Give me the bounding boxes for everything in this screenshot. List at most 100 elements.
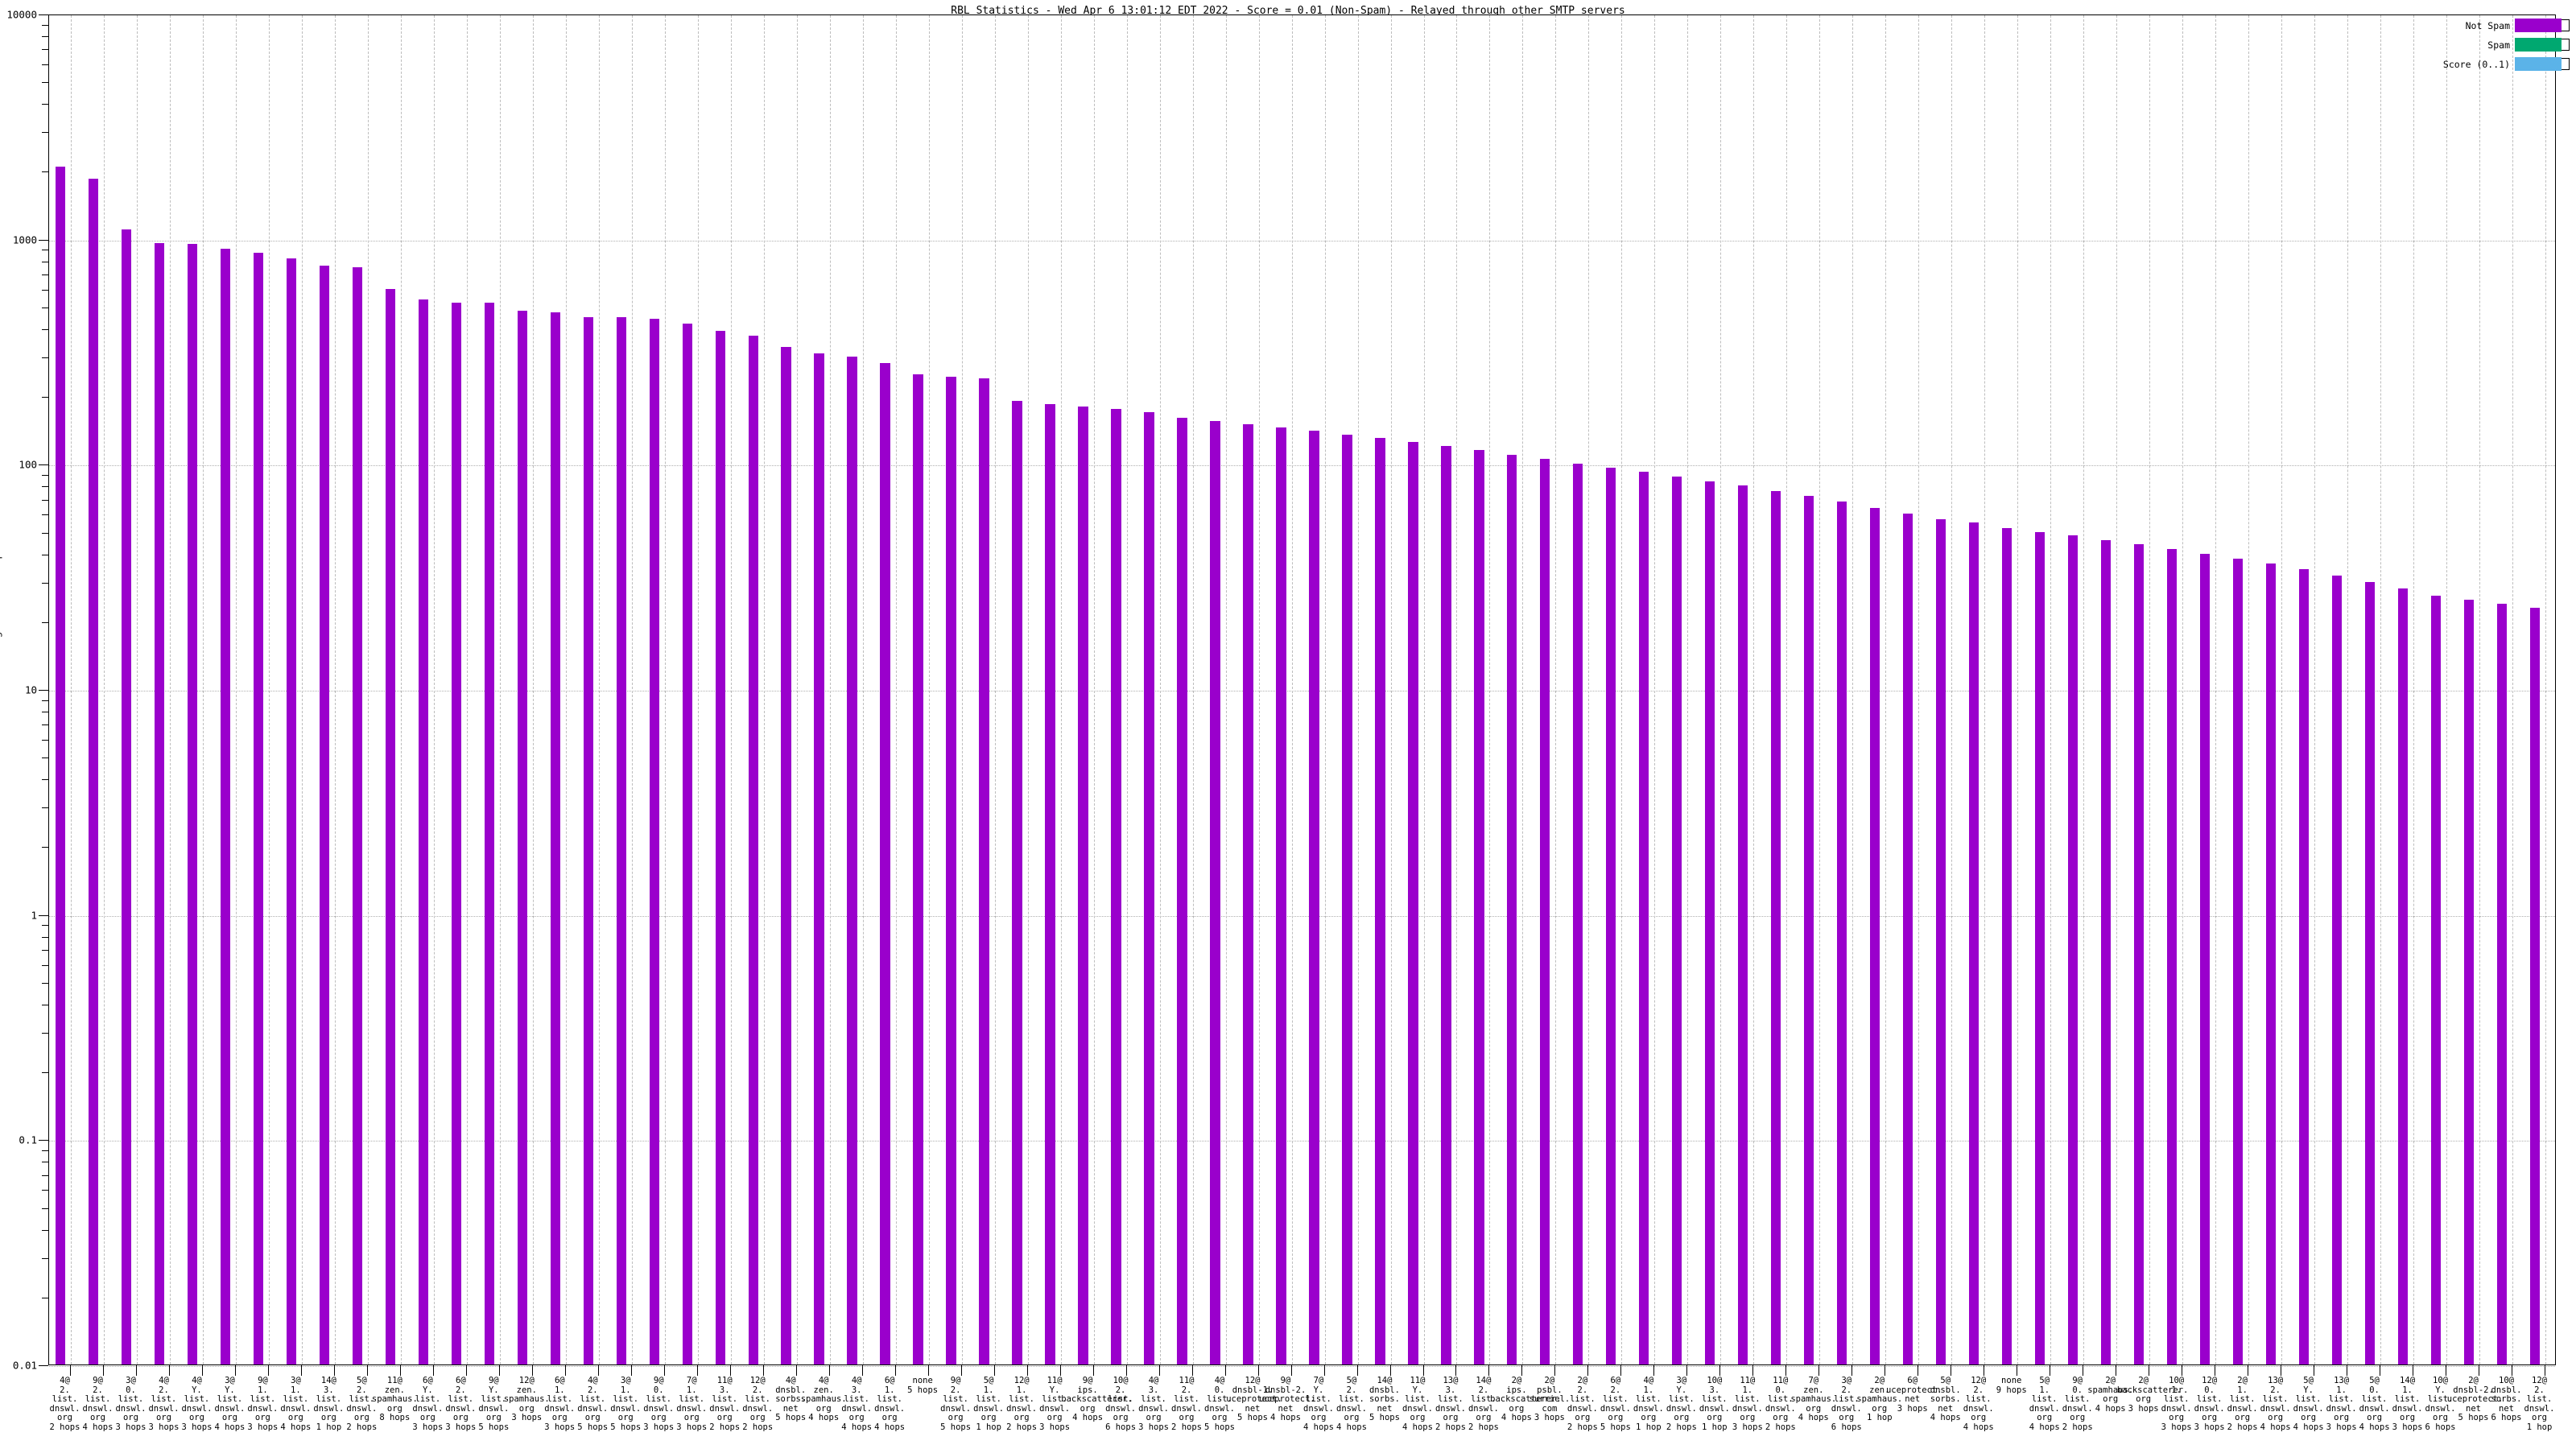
gridline-vertical [202,15,204,1364]
bar [55,166,66,1364]
x-axis-tick [1554,1365,1556,1376]
gridline-vertical [1522,15,1524,1364]
bar [682,324,692,1364]
y-axis-minor-tick [42,132,48,134]
bar [1177,418,1187,1364]
y-axis-title: Message Count or Spam Score [0,504,2,668]
gridline [49,1366,2555,1367]
x-axis-tick [1092,1365,1094,1376]
bar [1837,502,1847,1364]
x-axis-tick-label: 9@ Y. list. dnswl. org 5 hops [478,1376,510,1432]
x-axis-tick [465,1365,467,1376]
x-axis-tick [234,1365,236,1376]
x-axis-tick-label: 10@ Y. list. dnswl. org 6 hops [2425,1376,2456,1432]
gridline-vertical [796,15,798,1364]
gridline-vertical [499,15,501,1364]
x-axis-tick [136,1365,138,1376]
y-axis-tick-label: 10 [24,683,37,696]
x-axis-tick-label: 10@ dnsbl. sorbs. net 6 hops [2491,1376,2522,1423]
y-axis-minor-tick [42,779,48,781]
bar [451,303,461,1364]
y-axis-tick [39,14,48,15]
x-axis-tick-label: 2@ spamhaus. org 4 hops [2087,1376,2134,1414]
bar [2397,588,2409,1364]
bar [2265,564,2277,1364]
x-axis-tick-label: 11@ 0. list. dnswl. org 2 hops [1765,1376,1796,1432]
y-axis-minor-tick [42,1174,48,1176]
gridline-vertical [334,15,336,1364]
gridline-vertical [1456,15,1458,1364]
bar [517,310,527,1364]
y-axis-minor-tick [42,328,48,330]
gridline-vertical [1687,15,1689,1364]
gridline-vertical [697,15,699,1364]
x-axis-tick-label: 10@ 2. list. dnswl. org 6 hops [1105,1376,1137,1432]
x-axis-tick-label: 4@ 0. list. dnswl. org 5 hops [1204,1376,1235,1432]
y-axis-minor-tick [42,1208,48,1209]
x-axis-tick-label: 7@ 1. list. dnswl. org 3 hops [676,1376,708,1432]
bar [319,266,329,1364]
y-axis-tick-label: 0.01 [12,1359,37,1372]
y-axis-minor-tick [42,289,48,291]
x-axis-tick-label: 14@ dnsbl. sorbs. net 5 hops [1368,1376,1400,1423]
y-axis-tick-label: 1000 [12,233,37,246]
y-axis-minor-tick [42,1150,48,1152]
gridline-vertical [301,15,303,1364]
x-axis-tick-label: 6@ Y. list. dnswl. org 3 hops [412,1376,444,1432]
x-axis-tick [103,1365,105,1376]
bar [2002,527,2013,1364]
gridline-vertical [1390,15,1392,1364]
y-axis-minor-tick [42,582,48,584]
legend-item: Score (0..1) [2368,56,2570,72]
x-axis-tick-label: 11@ Y. list. dnswl. org 4 hops [1402,1376,1433,1432]
bar [715,331,725,1364]
gridline-vertical [400,15,402,1364]
x-axis-tick [1818,1365,1820,1376]
x-axis-tick [1323,1365,1325,1376]
gridline-vertical [1621,15,1623,1364]
vertical-gridlines [49,15,2555,1364]
legend-label: Score (0..1) [2442,58,2510,70]
legend-item: Not Spam [2368,18,2570,33]
x-axis-tick [531,1365,533,1376]
gridline-vertical [137,15,138,1364]
gridline-vertical [2116,15,2118,1364]
bar [583,316,593,1364]
x-axis-tick [1356,1365,1358,1376]
legend-item: Spam [2368,37,2570,52]
x-axis-tick-labels: 4@ 2. list. dnswl. org 2 hops 9@ 2. list.… [48,1376,2556,1447]
x-axis-tick-label: 12@ zen. spamhaus. org 3 hops [503,1376,550,1423]
x-axis-tick-label: 11@ Y. list. dnswl. org 3 hops [1039,1376,1071,1432]
x-axis-tick-label: 7@ zen. spamhaus. org 4 hops [1790,1376,1837,1423]
x-axis-tick-label: 3@ 1. list. dnswl. org 5 hops [610,1376,642,1432]
x-axis-tick-label: 7@ Y. list. dnswl. org 4 hops [1303,1376,1334,1432]
y-axis-minor-tick [42,64,48,66]
bar [2034,531,2046,1364]
x-axis-tick [267,1365,269,1376]
y-axis-minor-tick [42,486,48,488]
gridline-vertical [1027,15,1029,1364]
bar [1474,450,1484,1364]
gridline-vertical [961,15,963,1364]
y-axis-minor-tick [42,982,48,984]
x-axis-tick [1125,1365,1127,1376]
gridline-vertical [1291,15,1293,1364]
bar [1738,485,1748,1364]
x-axis-tick [432,1365,434,1376]
bar [1243,424,1253,1364]
y-axis-minor-tick [42,104,48,105]
x-axis-tick-label: 14@ 3. list. dnswl. org 1 hop [313,1376,345,1432]
bar [1573,464,1583,1364]
bar [2430,595,2442,1364]
x-axis-tick [1191,1365,1193,1376]
bar [913,374,923,1364]
bar [418,299,428,1364]
gridline-vertical [367,15,369,1364]
bar [1144,411,1154,1364]
y-axis-minor-tick [42,1032,48,1034]
x-axis-tick-label: 3@ 2. list. dnswl. org 6 hops [1831,1376,1862,1432]
y-axis-tick-label: 100 [19,458,37,471]
gridline-vertical [1984,15,1986,1364]
y-axis-minor-tick [42,357,48,358]
bar [880,363,890,1364]
